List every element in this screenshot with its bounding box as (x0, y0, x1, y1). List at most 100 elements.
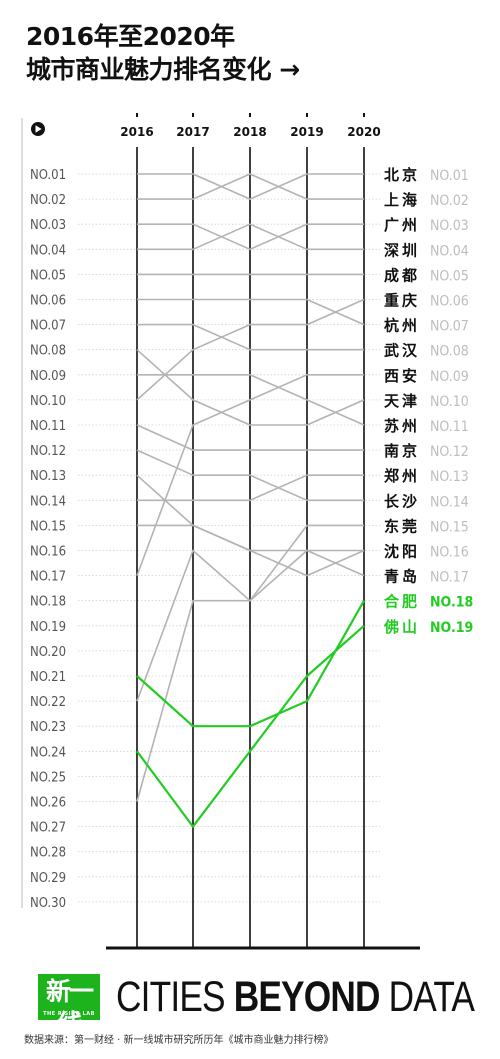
city-rank-label: NO.08 (430, 344, 469, 360)
series-line (136, 549, 364, 802)
year-label: 2017 (176, 125, 209, 139)
rank-label: NO.05 (30, 268, 66, 283)
city-label: 上海 (384, 191, 420, 209)
rank-label: NO.04 (30, 243, 66, 258)
series-line (136, 298, 365, 401)
year-label: 2016 (120, 125, 153, 139)
series-line (137, 223, 364, 251)
city-rank-label: NO.12 (430, 444, 469, 460)
rank-label: NO.03 (30, 218, 66, 233)
rank-label: NO.30 (30, 896, 66, 911)
city-label: 广州 (384, 216, 420, 234)
rank-label: NO.10 (30, 394, 66, 409)
series-line (137, 474, 364, 502)
city-rank-label: NO.09 (430, 369, 469, 385)
city-label: 西安 (384, 367, 420, 385)
city-label: 长沙 (384, 492, 420, 510)
rank-label: NO.20 (30, 645, 66, 660)
city-rank-label: NO.07 (430, 319, 469, 335)
city-label: 沈阳 (384, 543, 420, 561)
city-rank-label: NO.19 (430, 620, 473, 636)
city-label: 深圳 (384, 241, 420, 259)
city-label: 南京 (384, 442, 420, 460)
ranking-chart: NO.01 NO.02 NO.03 NO.04 NO.05 NO.06 NO.07 NO.08… (21, 113, 473, 950)
city-rank-label: NO.13 (430, 469, 469, 485)
city-rank-label: NO.15 (430, 519, 469, 535)
rank-label: NO.15 (30, 519, 66, 534)
play-icon-glyph (35, 125, 42, 133)
rank-label: NO.19 (30, 620, 66, 635)
city-label: 东莞 (384, 517, 420, 535)
rank-label: NO.26 (30, 796, 66, 811)
year-label: 2018 (233, 125, 266, 139)
axis-layer (31, 113, 420, 950)
city-rank-label: NO.17 (430, 570, 469, 586)
series-line (137, 373, 365, 426)
rank-label: NO.07 (30, 319, 66, 334)
series-line (137, 173, 364, 200)
series-layer (136, 173, 365, 828)
rank-label: NO.12 (30, 444, 66, 459)
tagline-part2: DATA (379, 973, 475, 1021)
rank-label: NO.06 (30, 294, 66, 309)
chart-title-line1: 2016年至2020年 (26, 22, 235, 51)
city-label: 郑州 (384, 467, 420, 485)
city-rank-label: NO.11 (430, 419, 469, 435)
rank-label: NO.16 (30, 545, 66, 560)
rank-label: NO.14 (30, 494, 66, 509)
series-line (136, 349, 365, 426)
city-label: 佛山 (383, 618, 420, 636)
logo: 新一线 THE RISING LAB (38, 974, 100, 1038)
rank-label: NO.29 (30, 871, 66, 886)
city-rank-label: NO.04 (430, 243, 469, 259)
city-label: 杭州 (384, 317, 420, 335)
rank-label: NO.23 (30, 720, 66, 735)
city-rank-label: NO.03 (430, 218, 469, 234)
series-line (137, 524, 365, 577)
series-line (136, 373, 364, 576)
city-rank-label: NO.06 (430, 294, 469, 310)
city-rank-label: NO.18 (430, 595, 473, 611)
rank-label: NO.13 (30, 469, 66, 484)
chart-title: 2016年至2020年 城市商业魅力排名变化 → (26, 20, 300, 86)
series-line (137, 223, 364, 251)
city-label: 武汉 (384, 342, 420, 360)
year-label: 2020 (347, 125, 380, 139)
year-label: 2019 (290, 125, 323, 139)
series-line (137, 323, 364, 351)
label-layer: NO.01 NO.02 NO.03 NO.04 NO.05 NO.06 NO.07 NO.08… (30, 125, 473, 911)
rank-label: NO.24 (30, 745, 66, 760)
series-line (136, 449, 364, 502)
rank-label: NO.28 (30, 846, 66, 861)
city-rank-label: NO.10 (430, 394, 469, 410)
city-label: 重庆 (384, 292, 420, 310)
tagline-part1: CITIES (116, 973, 234, 1021)
rank-label: NO.17 (30, 570, 66, 585)
chart-title-line2: 城市商业魅力排名变化 → (26, 55, 300, 84)
city-label: 合肥 (383, 593, 420, 611)
city-label: 成都 (384, 266, 420, 284)
series-line (137, 298, 365, 326)
city-rank-label: NO.02 (430, 193, 469, 209)
rank-label: NO.01 (30, 168, 66, 183)
city-label: 天津 (384, 392, 420, 410)
city-label: 青岛 (384, 568, 420, 586)
rank-label: NO.27 (30, 821, 66, 836)
rank-label: NO.09 (30, 369, 66, 384)
city-rank-label: NO.16 (430, 545, 469, 561)
rank-label: NO.18 (30, 595, 66, 610)
city-rank-label: NO.14 (430, 494, 469, 510)
rank-label: NO.21 (30, 670, 66, 685)
series-line (137, 173, 364, 200)
tagline: CITIES BEYOND DATA (116, 968, 475, 1026)
city-label: 苏州 (384, 417, 420, 435)
city-rank-label: NO.01 (430, 168, 469, 184)
logo-text: 新一线 (45, 977, 94, 1038)
tagline-bold: BEYOND (233, 973, 381, 1021)
city-label: 北京 (384, 166, 420, 184)
rank-label: NO.08 (30, 344, 66, 359)
logo-subtext: THE RISING LAB (43, 1011, 95, 1017)
city-rank-label: NO.05 (430, 268, 469, 284)
series-line (136, 424, 364, 451)
grid-layer (21, 118, 380, 908)
